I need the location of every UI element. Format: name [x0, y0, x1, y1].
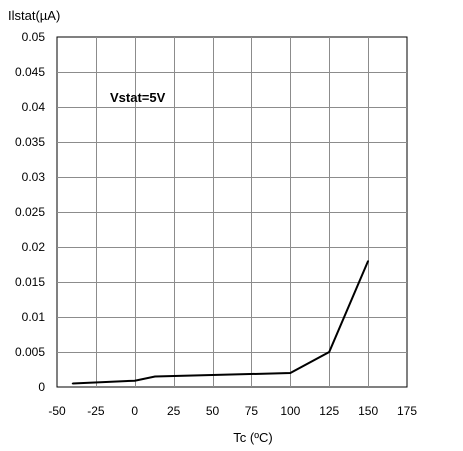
x-tick-label: -25 — [87, 404, 105, 418]
y-tick-label: 0.01 — [22, 310, 46, 324]
x-tick-label: 25 — [167, 404, 181, 418]
y-tick-label: 0.03 — [22, 170, 46, 184]
x-axis-title: Tc (ºC) — [233, 430, 272, 445]
data-point — [154, 375, 156, 378]
x-tick-label: 50 — [206, 404, 220, 418]
data-point — [133, 379, 136, 382]
y-tick-label: 0.02 — [22, 240, 46, 254]
series-line — [72, 260, 370, 385]
y-axis-title: Ilstat(µA) — [8, 8, 60, 23]
x-tick-label: 125 — [319, 404, 339, 418]
x-tick-labels: -50 -25 0 25 50 75 100 125 150 175 — [48, 404, 417, 418]
data-point — [367, 260, 369, 262]
x-tick-label: -50 — [48, 404, 66, 418]
gridlines — [57, 37, 407, 387]
y-tick-label: 0.015 — [15, 275, 45, 289]
y-tick-label: 0.035 — [15, 135, 45, 149]
y-tick-label: 0 — [38, 380, 45, 394]
y-tick-label: 0.005 — [15, 345, 45, 359]
data-point — [71, 382, 74, 385]
data-point — [328, 351, 331, 353]
data-point — [289, 372, 292, 374]
x-tick-label: 150 — [358, 404, 378, 418]
y-tick-label: 0.045 — [15, 65, 45, 79]
y-tick-labels: 0 0.005 0.01 0.015 0.02 0.025 0.03 0.035 0.04 0.0… — [15, 30, 45, 394]
x-tick-label: 100 — [280, 404, 300, 418]
y-tick-label: 0.04 — [22, 100, 46, 114]
x-tick-label: 0 — [131, 404, 138, 418]
y-tick-label: 0.025 — [15, 205, 45, 219]
x-tick-label: 75 — [245, 404, 259, 418]
condition-annotation: Vstat=5V — [110, 90, 166, 105]
x-tick-label: 175 — [397, 404, 417, 418]
y-tick-label: 0.05 — [22, 30, 46, 44]
series-layer — [71, 260, 370, 385]
